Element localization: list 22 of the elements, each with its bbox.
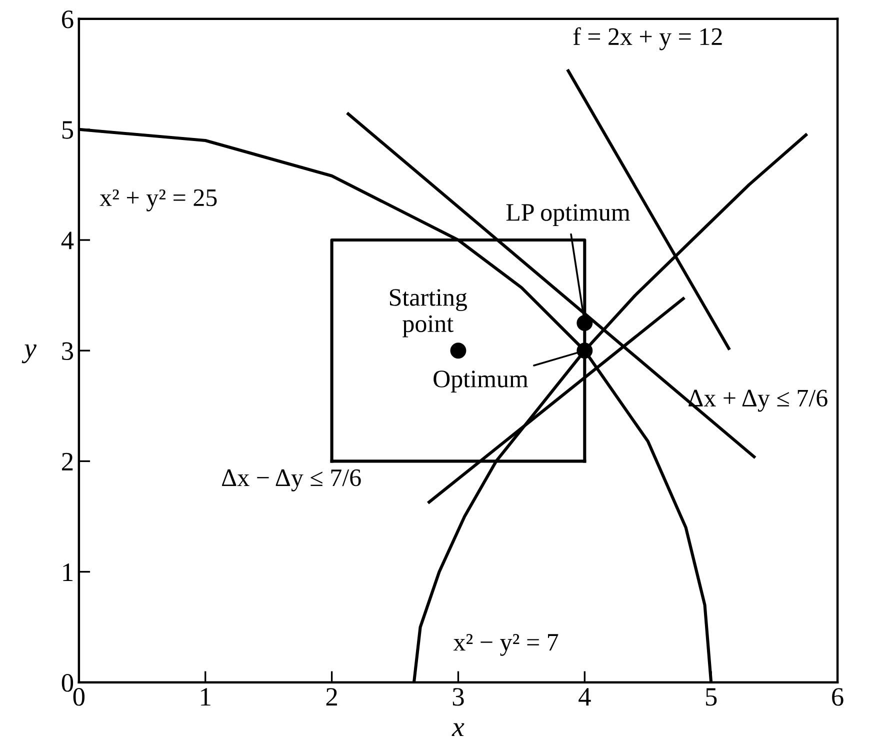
annotation: x² + y² = 25 — [100, 189, 217, 212]
annotation: Starting point — [390, 289, 467, 338]
y-tick-label: 3 — [62, 342, 74, 360]
y-tick-label: 4 — [61, 232, 74, 250]
x-tick-label: 3 — [452, 688, 464, 706]
annotation: f = 2x + y = 12 — [573, 27, 722, 50]
y-tick-label: 2 — [62, 452, 73, 470]
x-axis-title: x — [452, 723, 464, 736]
x-tick-label: 4 — [578, 688, 591, 706]
y-axis-title: y — [22, 344, 36, 364]
y-tick-label: 6 — [62, 10, 74, 28]
annotation: LP optimum — [506, 204, 630, 226]
annotation: x² − y² = 7 — [453, 634, 558, 656]
y-tick-label: 1 — [63, 564, 72, 581]
x-tick-label: 1 — [201, 688, 210, 706]
x-tick-label: 6 — [832, 688, 844, 706]
x-tick-label: 5 — [706, 688, 717, 706]
annotation: Δx − Δy ≤ 7/6 — [222, 469, 361, 492]
annotation: Optimum — [434, 370, 528, 392]
x-tick-label: 2 — [326, 688, 337, 706]
y-tick-label: 5 — [62, 121, 74, 139]
y-tick-label: 0 — [62, 674, 74, 692]
